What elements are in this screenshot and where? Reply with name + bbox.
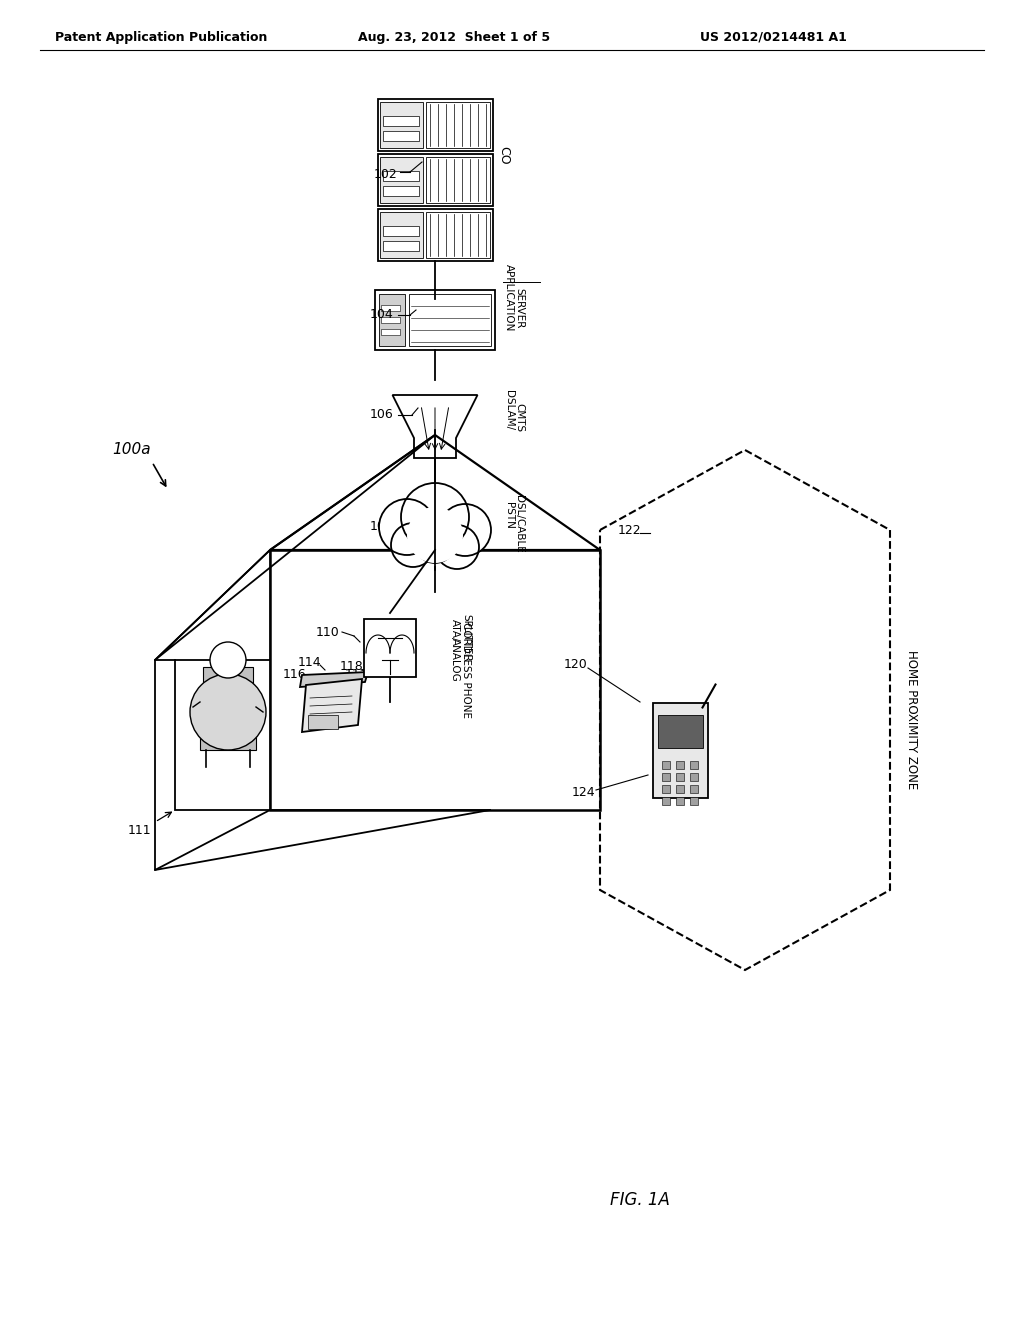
Bar xyxy=(383,170,419,181)
Bar xyxy=(364,619,416,677)
Text: PSTN: PSTN xyxy=(504,502,514,528)
Polygon shape xyxy=(155,550,270,870)
Text: 102: 102 xyxy=(374,169,397,181)
Bar xyxy=(380,157,423,203)
Bar xyxy=(380,213,423,257)
Polygon shape xyxy=(392,395,477,458)
Text: 110: 110 xyxy=(316,626,340,639)
Bar xyxy=(662,762,670,770)
Text: 108: 108 xyxy=(370,520,394,533)
Bar xyxy=(381,329,400,335)
Bar xyxy=(203,667,253,722)
Bar xyxy=(690,774,698,781)
Bar xyxy=(662,785,670,793)
Text: APPLICATION: APPLICATION xyxy=(504,264,514,331)
Bar xyxy=(652,702,708,797)
Bar xyxy=(383,116,419,125)
Text: FIG. 1A: FIG. 1A xyxy=(610,1191,670,1209)
Text: Patent Application Publication: Patent Application Publication xyxy=(55,30,267,44)
Text: 118: 118 xyxy=(340,660,364,673)
Bar xyxy=(308,715,338,729)
Text: 106: 106 xyxy=(370,408,394,421)
Text: 112: 112 xyxy=(345,668,369,681)
Bar xyxy=(200,730,256,750)
Text: US 2012/0214481 A1: US 2012/0214481 A1 xyxy=(700,30,847,44)
Text: 111: 111 xyxy=(128,824,152,837)
Bar xyxy=(383,242,419,251)
Bar xyxy=(380,102,423,148)
Text: CMTS: CMTS xyxy=(514,404,524,433)
Text: 120: 120 xyxy=(564,659,588,672)
Bar xyxy=(426,213,489,257)
Text: DSLAM/: DSLAM/ xyxy=(504,389,514,430)
Text: DSL/CABLE: DSL/CABLE xyxy=(514,495,524,553)
Circle shape xyxy=(439,504,490,556)
Circle shape xyxy=(379,499,435,554)
Bar xyxy=(690,762,698,770)
Circle shape xyxy=(391,523,435,568)
Circle shape xyxy=(190,675,266,750)
Text: Aug. 23, 2012  Sheet 1 of 5: Aug. 23, 2012 Sheet 1 of 5 xyxy=(358,30,550,44)
Text: ATA/: ATA/ xyxy=(450,619,460,642)
Bar xyxy=(426,157,489,203)
Bar xyxy=(676,785,684,793)
Text: 124: 124 xyxy=(572,785,596,799)
Text: SPLITTER: SPLITTER xyxy=(461,614,471,661)
Bar xyxy=(270,550,600,810)
Circle shape xyxy=(210,642,246,678)
Text: 104: 104 xyxy=(370,309,394,322)
Bar xyxy=(409,294,490,346)
Bar xyxy=(379,294,406,346)
Text: 100a: 100a xyxy=(112,442,151,458)
Polygon shape xyxy=(300,672,368,686)
Bar xyxy=(662,797,670,805)
Text: 114: 114 xyxy=(298,656,322,668)
Text: SERVER: SERVER xyxy=(514,288,524,329)
Bar xyxy=(381,317,400,323)
Circle shape xyxy=(415,523,455,564)
Text: CO: CO xyxy=(498,145,511,164)
Text: ANALOG: ANALOG xyxy=(450,638,460,682)
Bar xyxy=(378,209,493,261)
Circle shape xyxy=(435,525,479,569)
Bar xyxy=(676,774,684,781)
Bar xyxy=(383,132,419,141)
Bar xyxy=(375,290,495,350)
Bar xyxy=(175,660,270,810)
Text: HOME PROXIMITY ZONE: HOME PROXIMITY ZONE xyxy=(905,651,918,789)
Polygon shape xyxy=(302,678,362,733)
Bar xyxy=(383,226,419,236)
Circle shape xyxy=(407,507,463,564)
Bar xyxy=(676,762,684,770)
Bar xyxy=(690,785,698,793)
Bar xyxy=(690,797,698,805)
Circle shape xyxy=(401,483,469,550)
Bar xyxy=(378,99,493,150)
Bar xyxy=(381,305,400,312)
Text: 116: 116 xyxy=(283,668,306,681)
Bar xyxy=(676,797,684,805)
Bar xyxy=(383,186,419,197)
Bar xyxy=(426,102,489,148)
Bar xyxy=(662,774,670,781)
Text: 122: 122 xyxy=(618,524,642,536)
Text: CORDLESS PHONE: CORDLESS PHONE xyxy=(461,622,471,718)
Bar xyxy=(657,714,702,748)
Bar xyxy=(378,154,493,206)
